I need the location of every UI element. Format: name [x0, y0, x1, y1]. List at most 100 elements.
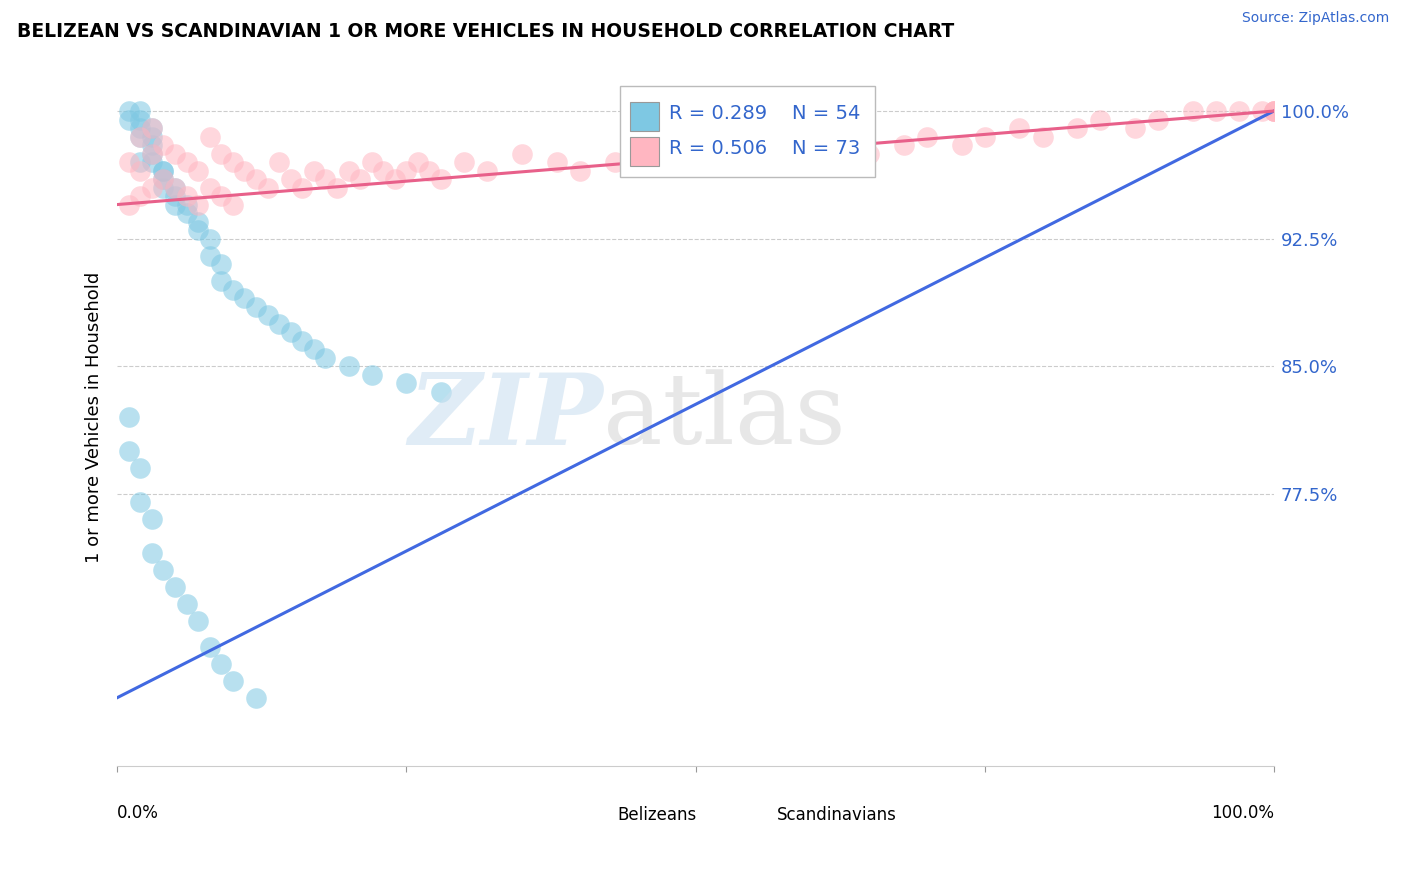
Point — [209, 189, 232, 203]
Point — [314, 172, 336, 186]
Point — [129, 103, 152, 118]
Point — [152, 172, 174, 186]
Point — [245, 172, 267, 186]
Point — [222, 197, 245, 211]
Point — [430, 172, 453, 186]
Point — [395, 376, 418, 390]
Point — [129, 112, 152, 127]
Point — [603, 155, 626, 169]
Point — [118, 103, 141, 118]
Point — [384, 172, 406, 186]
Point — [118, 112, 141, 127]
Text: atlas: atlas — [603, 369, 846, 465]
Point — [222, 673, 245, 688]
Point — [915, 129, 938, 144]
Text: ZIP: ZIP — [408, 369, 603, 466]
Point — [510, 146, 533, 161]
Point — [256, 308, 278, 322]
Point — [233, 291, 256, 305]
Point — [337, 163, 360, 178]
Point — [187, 197, 209, 211]
Point — [209, 257, 232, 271]
Text: Scandinavians: Scandinavians — [776, 806, 897, 824]
Point — [152, 138, 174, 153]
Point — [1181, 103, 1204, 118]
Point — [141, 512, 163, 526]
Point — [1031, 129, 1053, 144]
Point — [129, 495, 152, 509]
Point — [477, 163, 499, 178]
Point — [198, 129, 221, 144]
Point — [163, 146, 186, 161]
Point — [1123, 121, 1146, 136]
Point — [209, 274, 232, 288]
Point — [314, 351, 336, 365]
Point — [973, 129, 995, 144]
Point — [118, 155, 141, 169]
Point — [661, 155, 683, 169]
Point — [360, 155, 382, 169]
Point — [198, 640, 221, 654]
Point — [141, 121, 163, 136]
Point — [800, 146, 823, 161]
Point — [349, 172, 371, 186]
Point — [1090, 112, 1112, 127]
Text: N = 54: N = 54 — [792, 104, 860, 123]
Point — [209, 657, 232, 671]
Point — [198, 231, 221, 245]
Point — [187, 614, 209, 628]
Point — [627, 146, 650, 161]
Point — [163, 180, 186, 194]
Point — [198, 180, 221, 194]
Point — [1205, 103, 1227, 118]
Point — [280, 172, 302, 186]
Point — [395, 163, 418, 178]
Point — [718, 155, 741, 169]
Point — [256, 180, 278, 194]
Text: Belizeans: Belizeans — [617, 806, 696, 824]
Point — [118, 410, 141, 425]
Point — [893, 138, 915, 153]
Point — [269, 155, 291, 169]
Text: 0.0%: 0.0% — [117, 804, 159, 822]
Point — [141, 129, 163, 144]
Point — [245, 690, 267, 705]
Point — [141, 180, 163, 194]
Point — [1251, 103, 1274, 118]
Point — [1147, 112, 1170, 127]
Point — [198, 249, 221, 263]
FancyBboxPatch shape — [630, 102, 658, 131]
Point — [1263, 103, 1285, 118]
Text: 100.0%: 100.0% — [1211, 804, 1274, 822]
Point — [152, 172, 174, 186]
Point — [430, 384, 453, 399]
Point — [291, 334, 314, 348]
Point — [291, 180, 314, 194]
Point — [222, 283, 245, 297]
Point — [406, 155, 429, 169]
Point — [222, 155, 245, 169]
Point — [187, 163, 209, 178]
Point — [176, 206, 198, 220]
Point — [129, 121, 152, 136]
Point — [269, 317, 291, 331]
Point — [950, 138, 973, 153]
Point — [1263, 103, 1285, 118]
Point — [835, 138, 858, 153]
Point — [163, 180, 186, 194]
Point — [360, 368, 382, 382]
Point — [163, 197, 186, 211]
Point — [233, 163, 256, 178]
Point — [176, 189, 198, 203]
Point — [176, 155, 198, 169]
Point — [1263, 103, 1285, 118]
Point — [141, 155, 163, 169]
Point — [778, 138, 800, 153]
FancyBboxPatch shape — [620, 86, 875, 177]
Point — [453, 155, 475, 169]
Point — [152, 163, 174, 178]
Point — [1263, 103, 1285, 118]
Point — [245, 300, 267, 314]
Point — [152, 563, 174, 577]
Point — [176, 197, 198, 211]
